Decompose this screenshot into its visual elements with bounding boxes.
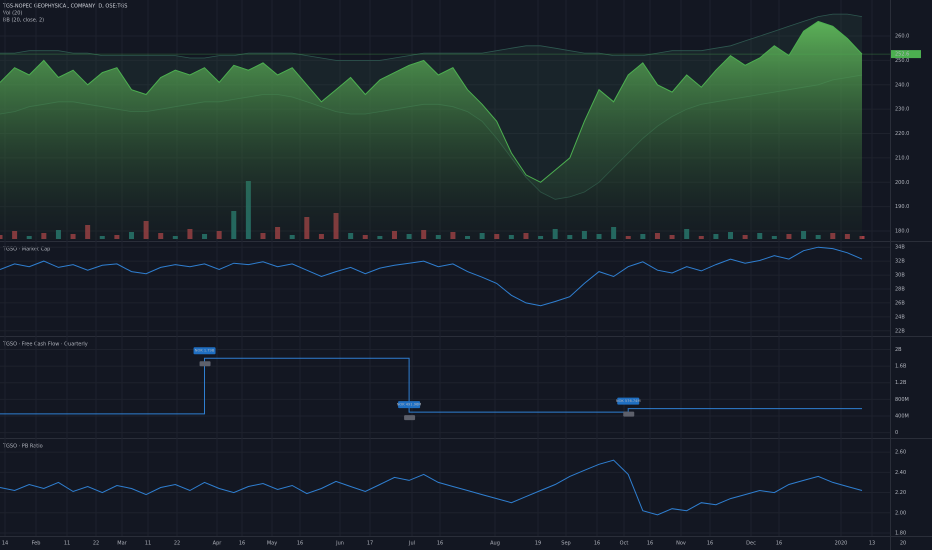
x-tick-label: 20: [900, 541, 906, 547]
bb-fill: [0, 14, 862, 200]
y-tick-label: 1.80: [895, 530, 906, 536]
y-tick-label: 1.2B: [895, 380, 907, 386]
y-tick-label: 1.6B: [895, 364, 907, 370]
x-tick-label: 13: [869, 541, 875, 547]
value-label: NOK 576.74M: [616, 399, 641, 403]
x-tick-label: 22: [93, 541, 99, 547]
y-tick-label: 2.00: [895, 510, 906, 516]
price-area: [0, 21, 862, 241]
x-tick-label: Apr: [213, 541, 223, 547]
x-tick-label: Oct: [620, 541, 629, 547]
x-tick-label: 16: [437, 541, 443, 547]
value-label-box: [193, 347, 216, 355]
y-tick-label: 2.40: [895, 470, 906, 476]
x-tick-label: Mar: [117, 541, 127, 547]
x-tick-label: May: [267, 541, 277, 547]
y-tick-label: 220.0: [895, 131, 909, 137]
value-label: NOK 491.96M: [397, 403, 422, 407]
pane-title: TGSO · PB Ratio: [2, 444, 43, 450]
price-badge: [891, 50, 921, 59]
x-tick-label: Jun: [335, 541, 344, 547]
y-tick-label: 34B: [895, 245, 905, 251]
x-tick-label: 22: [174, 541, 180, 547]
x-tick-label: 16: [707, 541, 713, 547]
y-tick-label: 30B: [895, 273, 905, 279]
x-tick-label: 16: [776, 541, 782, 547]
y-tick-label: 32B: [895, 259, 905, 265]
y-tick-label: 400M: [895, 413, 909, 419]
x-tick-label: 11: [64, 541, 70, 547]
x-tick-label: 14: [2, 541, 8, 547]
title: TGS-NOPEC GEOPHYSICAL COMPANY, D, OSE:TG…: [2, 4, 128, 10]
value-label: NOK 1.79B: [195, 349, 215, 353]
quarter-tag: [404, 415, 416, 421]
y-tick-label: 22B: [895, 328, 905, 334]
bb-upper: [0, 13, 863, 61]
indicator: BB (20, close, 2): [3, 18, 44, 24]
y-tick-label: 230.0: [895, 107, 909, 113]
subtitle: Vol (20): [3, 11, 22, 17]
x-tick-label: Jul: [408, 541, 415, 547]
y-tick-label: 26B: [895, 300, 905, 306]
y-tick-label: 800M: [895, 397, 909, 403]
quarter-tag: [199, 361, 211, 367]
x-tick-label: 16: [239, 541, 245, 547]
x-tick-label: Sep: [561, 541, 570, 547]
line: [0, 459, 863, 516]
x-tick-label: 16: [297, 541, 303, 547]
x-tick-label: Nov: [676, 541, 686, 547]
x-tick-label: 16: [594, 541, 600, 547]
y-tick-label: 24B: [895, 314, 905, 320]
x-tick-label: 11: [145, 541, 151, 547]
pane-title: TGSO · Market Cap: [2, 247, 50, 253]
step-line: [0, 357, 862, 415]
x-tick-label: 16: [647, 541, 653, 547]
x-tick-label: 19: [535, 541, 541, 547]
y-tick-label: 200.0: [895, 180, 909, 186]
price-line: [0, 20, 863, 183]
y-tick-label: 0: [895, 430, 898, 436]
y-tick-label: 260.0: [895, 34, 909, 40]
x-tick-label: Aug: [490, 541, 500, 547]
x-tick-label: Dec: [746, 541, 756, 547]
y-tick-label: 210.0: [895, 155, 909, 161]
value-label-box: [398, 401, 421, 409]
y-tick-label: 240.0: [895, 82, 909, 88]
x-tick-label: Feb: [32, 541, 41, 547]
y-tick-label: 2.60: [895, 450, 906, 456]
y-tick-label: 2.20: [895, 490, 906, 496]
y-tick-label: 190.0: [895, 204, 909, 210]
x-tick-label: 2020: [835, 541, 848, 547]
line: [0, 246, 863, 307]
y-tick-label: 28B: [895, 287, 905, 293]
y-tick-label: 180.0: [895, 228, 909, 234]
quarter-tag: [623, 411, 635, 417]
pane-title: TGSO · Free Cash Flow · Quarterly: [2, 342, 88, 348]
y-tick-label: 250.0: [895, 58, 909, 64]
price-badge-label: 252.6: [895, 52, 909, 58]
x-tick-label: 17: [367, 541, 373, 547]
value-label-box: [617, 397, 640, 405]
y-tick-label: 2B: [895, 347, 902, 353]
